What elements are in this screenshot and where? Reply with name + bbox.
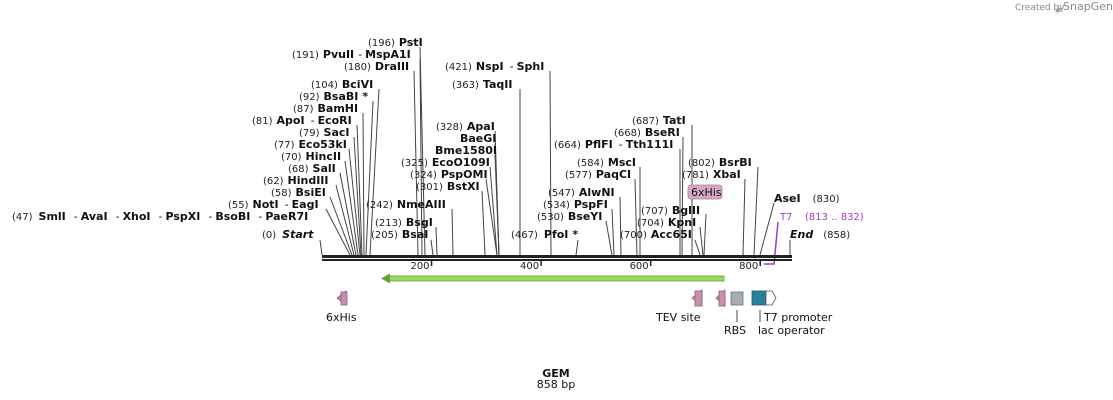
feature-tev[interactable]: TEV site bbox=[655, 289, 703, 324]
site-label[interactable]: (700) Acc65I bbox=[620, 228, 692, 241]
site-label[interactable]: (68) SalI bbox=[288, 162, 336, 175]
site-label[interactable]: (668) BseRI bbox=[614, 126, 680, 139]
feature-lac-label: lac operator bbox=[758, 324, 825, 337]
orf-arrow[interactable] bbox=[381, 273, 725, 284]
site-label-group: (421) NspI - SphI (363) TaqII (328) ApaI BaeG… bbox=[366, 60, 578, 241]
ruler-tick-label: 200 bbox=[410, 261, 429, 272]
site-label[interactable]: (363) TaqII bbox=[452, 78, 512, 91]
site-label[interactable]: (87) BamHI bbox=[293, 102, 358, 115]
top-strand bbox=[322, 255, 792, 258]
feature-rbs[interactable]: RBS bbox=[724, 291, 746, 337]
site-label[interactable]: (47) SmlI - AvaI - XhoI - PspXI - BsoBI - PaeR7I bbox=[12, 210, 308, 223]
t7-promoter-icon bbox=[751, 290, 767, 306]
ruler-tick-label: 800 bbox=[739, 261, 758, 272]
feature-his-2[interactable] bbox=[715, 289, 726, 307]
site-label[interactable]: (196) PstI bbox=[368, 36, 423, 49]
site-label[interactable]: (58) BsiEI bbox=[271, 186, 326, 199]
map-title: GEM bbox=[542, 367, 570, 380]
feature-t7-label: T7 promoter bbox=[763, 311, 833, 324]
site-label[interactable]: Bme1580I bbox=[435, 144, 497, 157]
site-label[interactable]: (324) PspOMI bbox=[410, 168, 488, 181]
site-label[interactable]: (104) BciVI bbox=[311, 78, 373, 91]
ruler-tick-label: 400 bbox=[520, 261, 539, 272]
site-label[interactable]: (55) NotI - EagI bbox=[228, 198, 319, 211]
site-label[interactable]: (584) MscI bbox=[577, 156, 636, 169]
snapgene-brand: SnapGene bbox=[1063, 0, 1113, 13]
site-label-start[interactable]: (0) Start bbox=[262, 228, 314, 241]
site-label[interactable]: (802) BsrBI bbox=[688, 156, 752, 169]
site-label[interactable]: (70) HincII bbox=[281, 150, 341, 163]
site-label[interactable]: (191) PvuII - MspA1I bbox=[292, 48, 411, 61]
site-label-end[interactable]: End (858) bbox=[790, 228, 850, 241]
site-label[interactable]: (577) PaqCI bbox=[565, 168, 631, 181]
lac-operator-icon bbox=[765, 290, 777, 306]
feature-his-label: 6xHis bbox=[326, 311, 357, 324]
site-label[interactable]: (328) ApaI bbox=[436, 120, 495, 133]
site-label[interactable]: (547) AlwNI bbox=[548, 186, 615, 199]
his-tag-top-label[interactable]: 6xHis bbox=[687, 184, 723, 200]
ruler: 200 400 600 800 bbox=[410, 261, 761, 272]
site-label-group: (687) TatI (668) BseRI (664) PflFI - Tth111I … bbox=[537, 114, 850, 241]
feature-rbs-label: RBS bbox=[724, 324, 746, 337]
site-label[interactable]: (534) PspFI bbox=[543, 198, 608, 211]
site-label-group: (196) PstI (191) PvuII - MspA1I (180) DraIII … bbox=[12, 36, 423, 241]
site-label[interactable]: (707) BglII bbox=[641, 204, 700, 217]
feature-tev-label: TEV site bbox=[655, 311, 701, 324]
t7-primer[interactable]: T7 (813 .. 832) bbox=[764, 212, 864, 265]
site-label[interactable]: (421) NspI - SphI bbox=[445, 60, 544, 73]
dna-backbone bbox=[322, 255, 792, 261]
site-label[interactable]: (79) SacI bbox=[299, 126, 350, 139]
site-label[interactable]: (180) DraIII bbox=[344, 60, 409, 73]
site-label[interactable]: (467) PfoI * bbox=[511, 228, 578, 241]
snapgene-logo-icon bbox=[1055, 4, 1062, 16]
bottom-strand bbox=[322, 259, 792, 261]
created-by-text: Created by bbox=[1015, 3, 1065, 13]
site-label[interactable]: (205) BsaI bbox=[371, 228, 428, 241]
site-label[interactable]: (704) KpnI bbox=[637, 216, 696, 229]
site-label[interactable]: (92) BsaBI * bbox=[299, 90, 368, 103]
his-tag-top-text: 6xHis bbox=[691, 186, 722, 199]
site-label[interactable]: AseI (830) bbox=[774, 192, 840, 205]
site-label[interactable]: (242) NmeAIII bbox=[366, 198, 446, 211]
site-label[interactable]: (781) XbaI bbox=[682, 168, 741, 181]
primer-name: T7 bbox=[779, 212, 792, 223]
site-label[interactable]: BaeGI bbox=[460, 132, 496, 145]
ruler-tick-label: 600 bbox=[630, 261, 649, 272]
site-label[interactable]: (687) TatI bbox=[632, 114, 686, 127]
map-length: 858 bp bbox=[537, 378, 575, 391]
leader-lines bbox=[319, 46, 791, 256]
rbs-box-icon bbox=[730, 291, 744, 306]
site-label[interactable]: (62) HindIII bbox=[263, 174, 329, 187]
site-label[interactable]: (530) BseYI bbox=[537, 210, 602, 223]
primer-arrow-icon bbox=[764, 221, 779, 265]
site-label[interactable]: (664) PflFI - Tth111I bbox=[554, 138, 673, 151]
feature-t7-promoter[interactable]: T7 promoter lac operator bbox=[751, 290, 833, 337]
feature-his[interactable]: 6xHis bbox=[326, 290, 357, 324]
site-label[interactable]: (81) ApoI - EcoRI bbox=[252, 114, 352, 127]
site-label[interactable]: (301) BstXI bbox=[416, 180, 480, 193]
site-label[interactable]: (77) Eco53kI bbox=[274, 138, 347, 151]
primer-range: (813 .. 832) bbox=[805, 212, 864, 223]
site-label[interactable]: (213) BsgI bbox=[375, 216, 433, 229]
site-label[interactable]: (325) EcoO109I bbox=[401, 156, 490, 169]
